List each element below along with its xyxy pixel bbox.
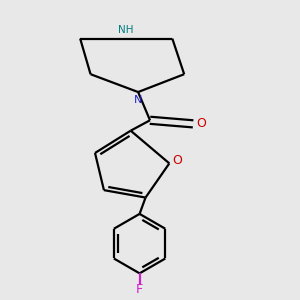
Text: NH: NH <box>118 25 134 34</box>
Text: N: N <box>134 95 142 105</box>
Text: O: O <box>196 117 206 130</box>
Text: F: F <box>136 283 143 296</box>
Text: O: O <box>173 154 183 167</box>
